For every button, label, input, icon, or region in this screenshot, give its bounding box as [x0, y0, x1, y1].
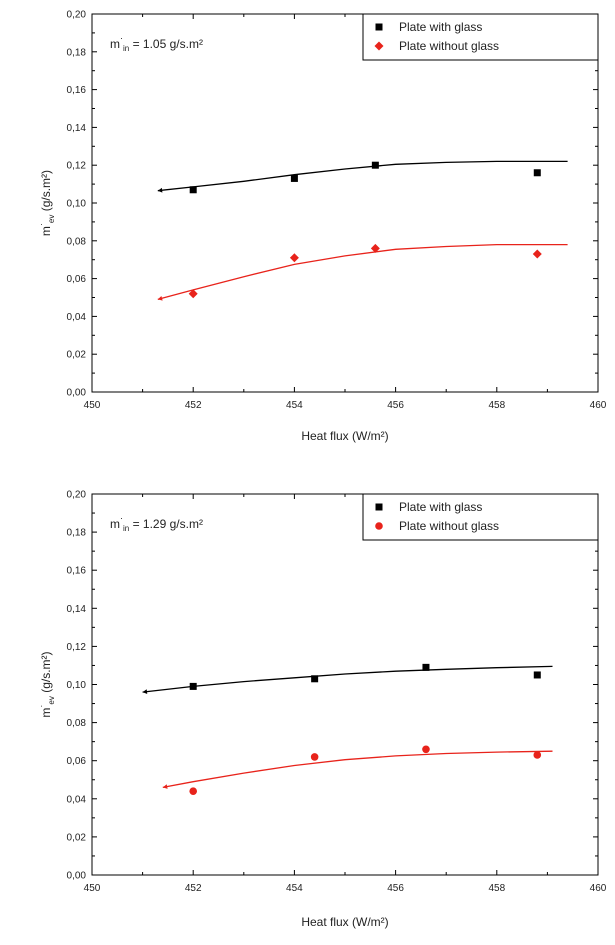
flow-rate-annotation: m·in = 1.29 g/s.m² — [110, 513, 203, 533]
data-point-without-glass — [289, 253, 299, 263]
data-point-with-glass — [371, 161, 379, 169]
fit-curve-arrowhead — [142, 689, 148, 695]
y-tick-label: 0,02 — [67, 832, 87, 843]
x-tick-label: 452 — [185, 883, 202, 894]
data-point-with-glass — [290, 174, 298, 182]
data-point-with-glass — [189, 186, 197, 194]
y-tick-label: 0,20 — [67, 490, 87, 501]
annotation-dot: · — [120, 513, 123, 523]
y-tick-label: 0,06 — [67, 756, 87, 767]
data-point-with-glass — [533, 671, 541, 679]
y-tick-label: 0,08 — [67, 236, 87, 247]
y-tick-label: 0,00 — [67, 871, 87, 882]
y-axis-title-dot: · — [36, 223, 46, 226]
y-tick-label: 0,12 — [67, 642, 87, 653]
fit-curve-without-glass — [157, 243, 568, 301]
data-point-without-glass — [422, 745, 430, 754]
data-point-with-glass — [311, 675, 319, 683]
x-axis-title: Heat flux (W/m²) — [301, 429, 388, 443]
legend-marker-with-glass — [375, 23, 383, 31]
y-tick-label: 0,00 — [67, 388, 87, 399]
plot-frame — [91, 493, 599, 876]
annotation-main: m — [110, 517, 120, 531]
x-tick-label: 456 — [387, 400, 404, 411]
y-axis-title-main: m — [39, 708, 53, 718]
data-point-without-glass — [188, 289, 198, 299]
legend-marker-without-glass — [375, 522, 383, 530]
data-point-with-glass — [422, 663, 430, 671]
data-point-without-glass — [370, 243, 380, 253]
fit-curve-arrowhead — [157, 187, 163, 193]
plot-frame — [91, 13, 599, 393]
y-tick-label: 0,12 — [67, 161, 87, 172]
x-tick-label: 458 — [488, 400, 505, 411]
flow-rate-annotation: m·in = 1.05 g/s.m² — [110, 33, 203, 53]
chart-bottom-svg: 0,00 0,02 0,04 0,06 0,08 0,10 0,12 0,14 0,16 0,18… — [36, 490, 607, 930]
fit-curve-with-glass — [142, 665, 553, 693]
data-point-without-glass — [310, 753, 319, 761]
y-tick-label: 0,10 — [67, 680, 87, 691]
legend-label: Plate with glass — [399, 20, 482, 34]
fit-curve-with-glass — [157, 160, 568, 192]
x-tick-label: 456 — [387, 883, 404, 894]
legend-box — [362, 493, 599, 541]
y-axis-title-sub: ev — [47, 215, 56, 223]
data-point-without-glass — [532, 249, 542, 259]
x-tick-label: 460 — [590, 883, 607, 894]
y-axis-title: m·ev (g/s.m²) — [36, 170, 56, 236]
y-tick-label: 0,16 — [67, 85, 87, 96]
annotation-sub: in — [123, 524, 129, 533]
chart-top: 0,00 0,02 0,04 0,06 0,08 0,10 0,12 0,14 0,16 0,18… — [0, 0, 615, 467]
fit-curve-arrowhead — [162, 784, 168, 789]
x-tick-label: 454 — [286, 883, 303, 894]
x-axis-title: Heat flux (W/m²) — [301, 915, 388, 929]
data-point-without-glass — [189, 787, 197, 795]
x-tick-label: 450 — [84, 883, 101, 894]
y-tick-label: 0,06 — [67, 274, 87, 285]
x-tick-label: 458 — [488, 883, 505, 894]
annotation-main: m — [110, 37, 120, 51]
y-tick-label: 0,04 — [67, 794, 87, 805]
fit-curve-arrowhead — [157, 295, 163, 301]
legend-label: Plate with glass — [399, 500, 482, 514]
y-axis-title: m·ev (g/s.m²) — [36, 651, 56, 717]
x-tick-label: 450 — [84, 400, 101, 411]
chart-top-svg: 0,00 0,02 0,04 0,06 0,08 0,10 0,12 0,14 0,16 0,18… — [36, 10, 607, 444]
data-point-without-glass — [533, 751, 542, 759]
x-tick-label: 460 — [590, 400, 607, 411]
y-tick-label: 0,02 — [67, 350, 87, 361]
y-tick-label: 0,14 — [67, 123, 87, 134]
y-tick-label: 0,18 — [67, 528, 87, 539]
y-tick-label: 0,10 — [67, 199, 87, 210]
chart-bottom: 0,00 0,02 0,04 0,06 0,08 0,10 0,12 0,14 0,16 0,18… — [0, 478, 615, 945]
y-axis-title-main: m — [39, 226, 53, 236]
data-point-with-glass — [533, 169, 541, 177]
legend-box — [362, 13, 599, 61]
y-tick-label: 0,18 — [67, 47, 87, 58]
x-tick-label: 452 — [185, 400, 202, 411]
y-axis-title-unit: (g/s.m²) — [39, 170, 53, 215]
fit-curve-without-glass — [162, 750, 553, 789]
legend-label: Plate without glass — [399, 39, 499, 53]
annotation-sub: in — [123, 44, 129, 53]
annotation-value: = 1.29 g/s.m² — [129, 517, 203, 531]
y-axis-title-unit: (g/s.m²) — [39, 651, 53, 696]
y-axis-title-sub: ev — [47, 696, 56, 704]
annotation-dot: · — [120, 33, 123, 43]
legend-marker-with-glass — [375, 503, 383, 511]
x-tick-label: 454 — [286, 400, 303, 411]
data-point-with-glass — [189, 682, 197, 690]
y-tick-label: 0,16 — [67, 566, 87, 577]
annotation-value: = 1.05 g/s.m² — [129, 37, 203, 51]
legend-marker-without-glass — [374, 41, 384, 51]
y-tick-label: 0,08 — [67, 718, 87, 729]
y-tick-label: 0,14 — [67, 604, 87, 615]
y-tick-label: 0,20 — [67, 10, 87, 21]
y-axis-title-dot: · — [36, 705, 46, 708]
y-tick-label: 0,04 — [67, 312, 87, 323]
legend-label: Plate without glass — [399, 519, 499, 533]
